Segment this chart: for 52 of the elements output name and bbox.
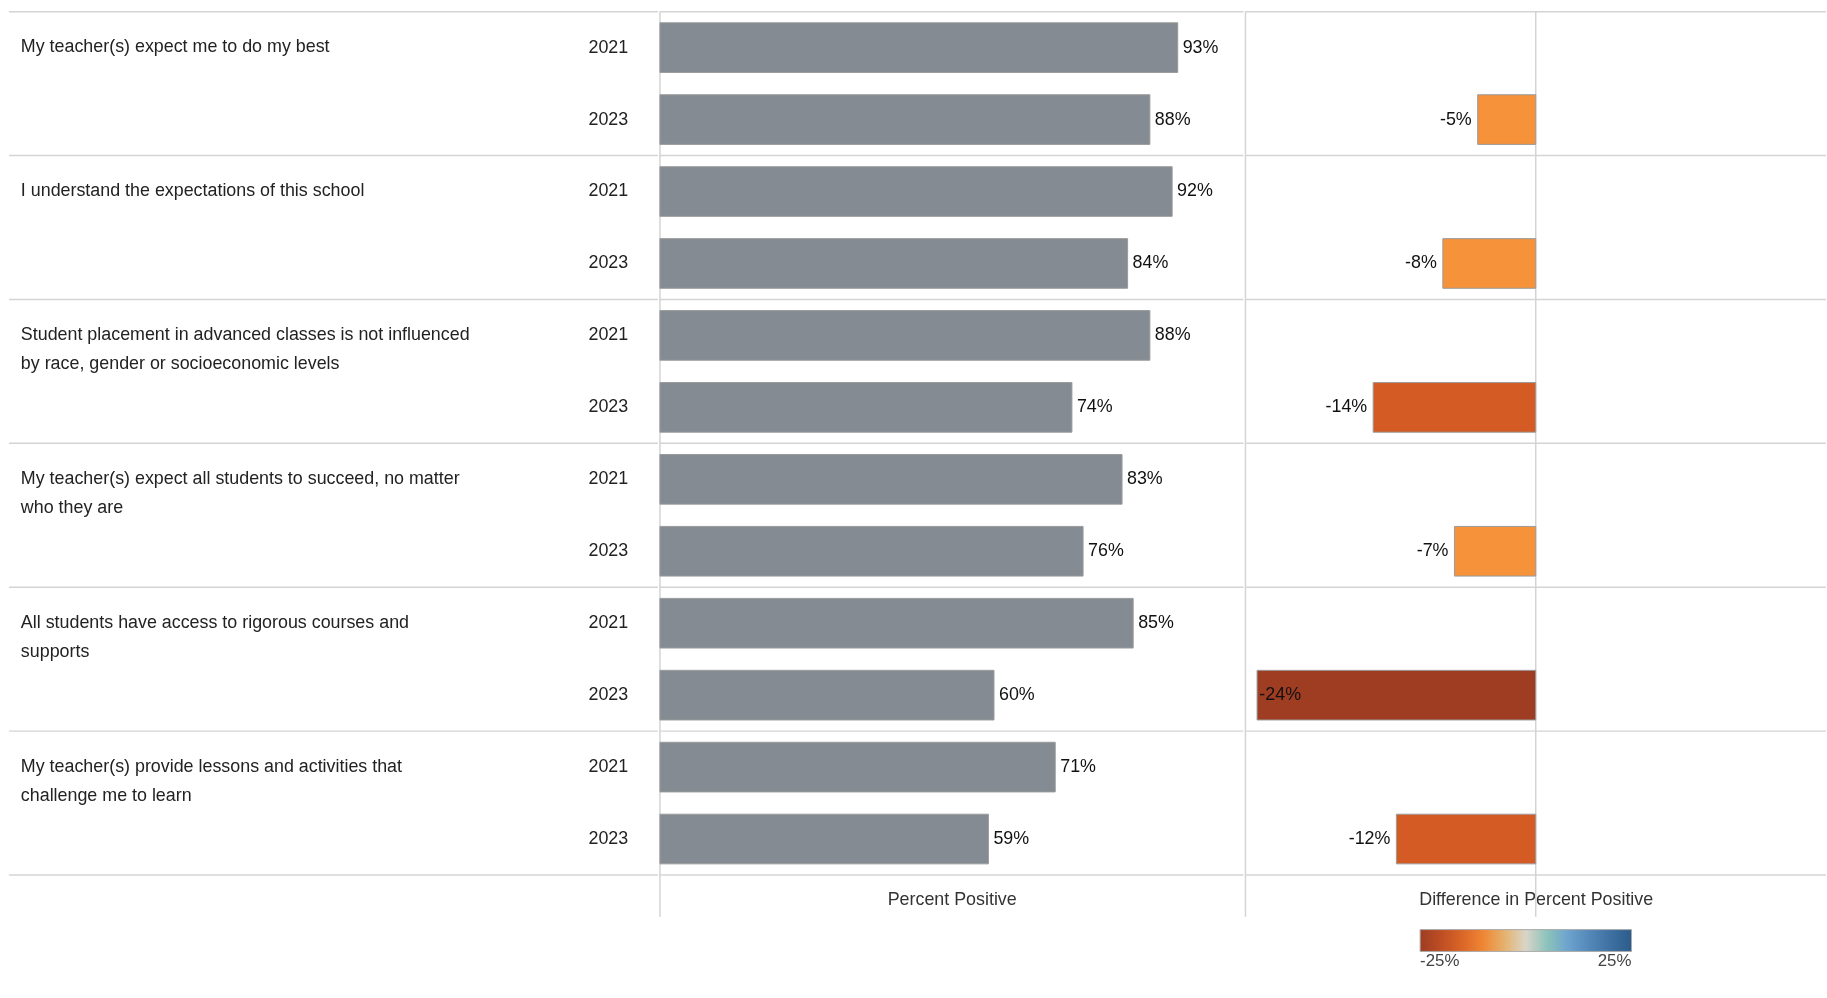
x-axis-title: Percent Positive bbox=[887, 889, 1017, 910]
data-label: 60% bbox=[998, 684, 1035, 705]
data-label: 84% bbox=[1132, 252, 1169, 273]
bar bbox=[659, 669, 995, 721]
data-label: 59% bbox=[993, 828, 1030, 849]
bar bbox=[659, 453, 1123, 505]
text: 2023 bbox=[588, 396, 629, 417]
bar bbox=[659, 22, 1179, 73]
data-label: 88% bbox=[1154, 108, 1191, 129]
data-label: 93% bbox=[1182, 36, 1219, 57]
text: 2023 bbox=[588, 540, 629, 561]
color-bar-label: 25% bbox=[1597, 951, 1632, 971]
text: 2023 bbox=[588, 684, 629, 705]
data-label: 74% bbox=[1076, 396, 1113, 417]
data-label: 85% bbox=[1138, 612, 1174, 633]
data-label: 71% bbox=[1060, 756, 1097, 777]
data-label: 92% bbox=[1177, 180, 1213, 201]
bar bbox=[659, 741, 1056, 793]
data-label: 88% bbox=[1154, 324, 1191, 345]
bar bbox=[659, 166, 1173, 217]
data-label: -5% bbox=[1439, 108, 1472, 129]
data-label: 83% bbox=[1127, 468, 1163, 489]
data-label: 76% bbox=[1088, 540, 1124, 561]
bar bbox=[659, 597, 1134, 649]
data-label: -14% bbox=[1325, 396, 1368, 417]
bar bbox=[659, 94, 1151, 145]
series-label: 2023 bbox=[588, 108, 629, 129]
text: 2021 bbox=[588, 180, 629, 201]
y-tick-label: My teacher(s) provide lessons and activities that challenge me to learn bbox=[20, 755, 403, 805]
y-tick-label: I understand the expectations of this school bbox=[20, 180, 365, 201]
text: 2021 bbox=[588, 612, 629, 633]
bar bbox=[659, 310, 1151, 361]
series-label: 2021 bbox=[588, 36, 629, 57]
bar bbox=[659, 525, 1084, 577]
text: 2023 bbox=[588, 252, 629, 273]
text: 2021 bbox=[588, 324, 629, 345]
data-label: -7% bbox=[1416, 540, 1449, 561]
text: 2021 bbox=[588, 756, 629, 777]
color-bar-label: -25% bbox=[1420, 951, 1460, 971]
data-label: -12% bbox=[1348, 828, 1391, 849]
data-label: -24% bbox=[1259, 684, 1302, 705]
y-tick-label: Student placement in advanced classes is not influenced by race, gender or socioeconomic levels bbox=[20, 324, 470, 373]
bar bbox=[659, 813, 989, 865]
y-tick-label: All students have access to rigorous courses and supports bbox=[20, 611, 409, 661]
bar bbox=[659, 382, 1073, 433]
text: 2021 bbox=[588, 468, 629, 489]
data-label: -8% bbox=[1405, 252, 1437, 273]
text: 2023 bbox=[588, 828, 629, 849]
y-tick-label: My teacher(s) expect me to do my best bbox=[20, 36, 330, 57]
x-axis-title: Difference in Percent Positive bbox=[1419, 889, 1654, 910]
bar bbox=[659, 238, 1129, 289]
y-tick-label: My teacher(s) expect all students to succeed, no matter who they are bbox=[19, 468, 460, 517]
